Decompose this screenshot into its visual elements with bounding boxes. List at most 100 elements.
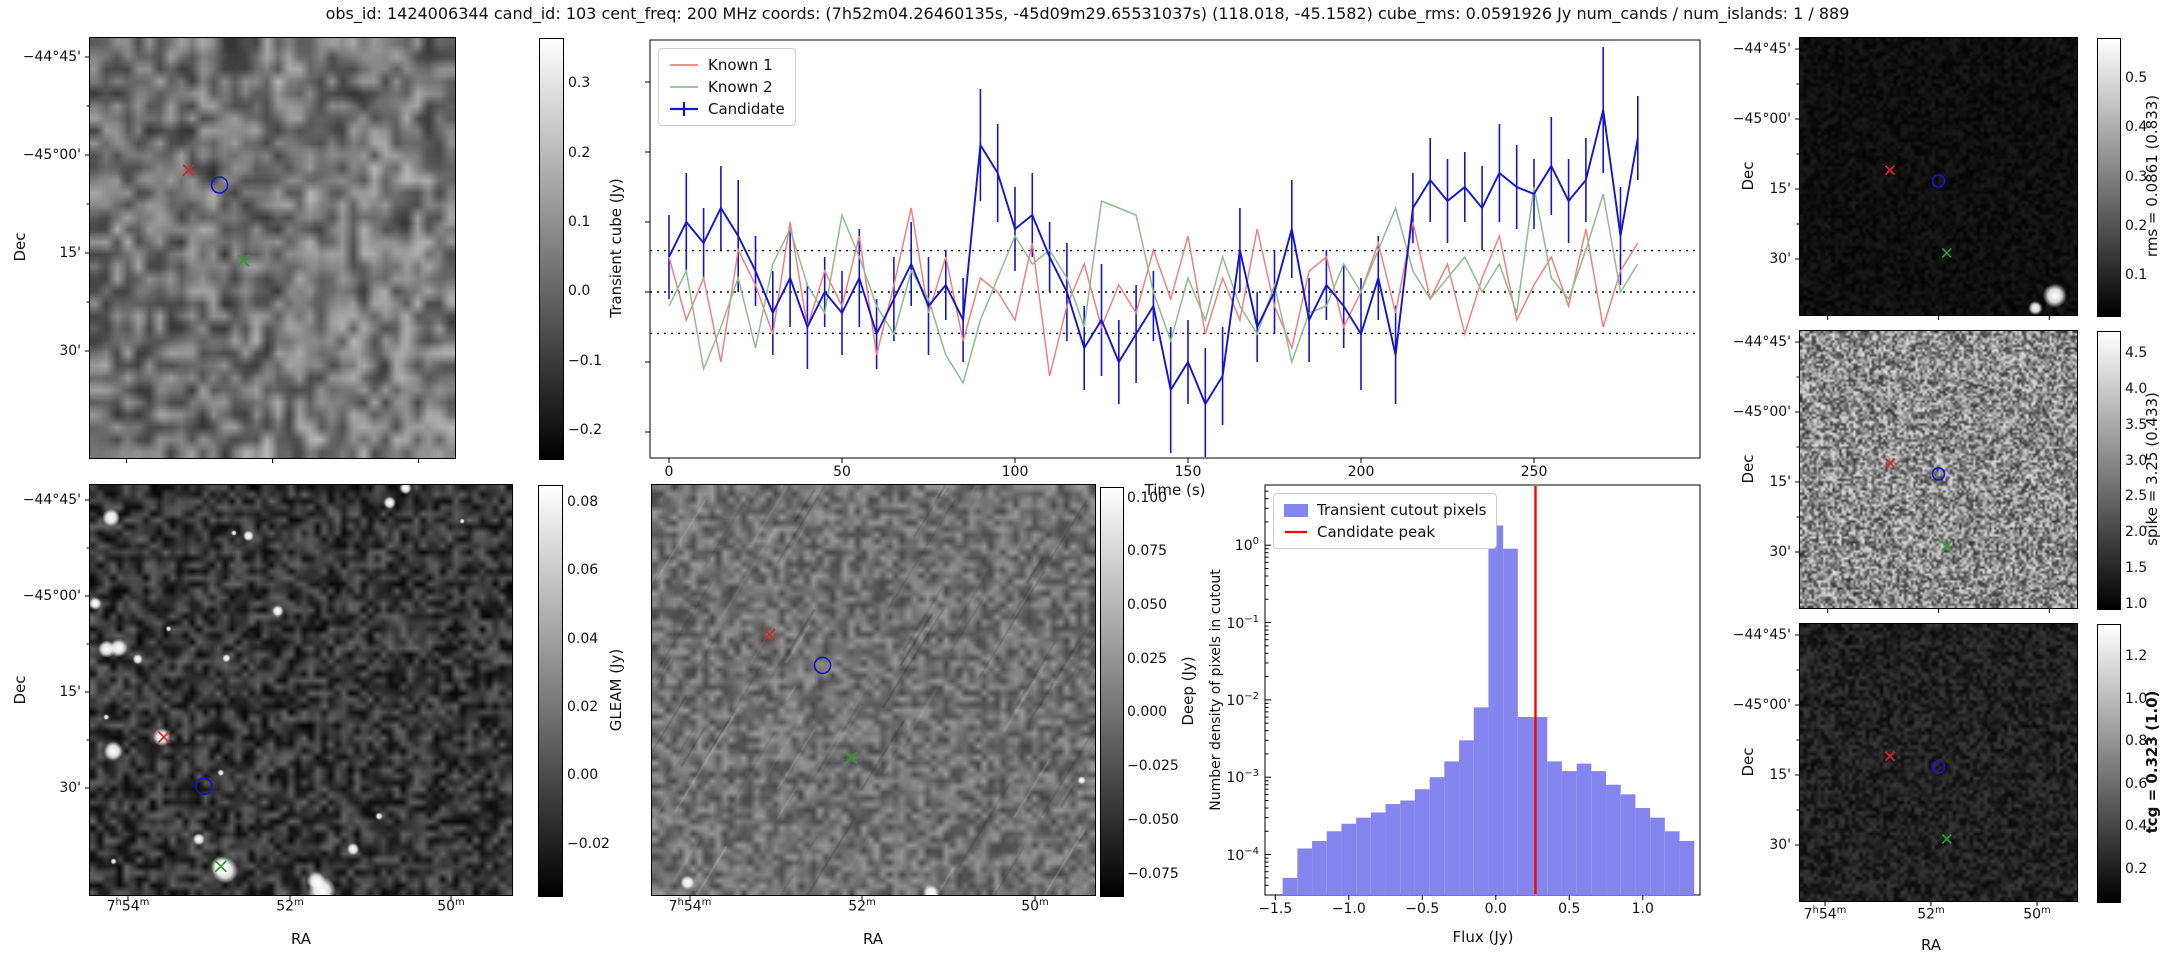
- dec-tick-label: 15': [59, 245, 81, 261]
- histogram-y-tick: 10−2: [1226, 691, 1259, 709]
- histogram-x-tick: 1.0: [1631, 901, 1654, 917]
- lightcurve-x-tick: 0: [664, 464, 674, 480]
- tcg-colorbar-tick: 0.4: [2125, 818, 2148, 835]
- spike-colorbar-tick: 1.0: [2125, 596, 2148, 613]
- rms-colorbar-tick: 0.2: [2125, 217, 2148, 234]
- spike-colorbar-label: spike = 3.25 (0.433): [2143, 392, 2161, 546]
- deep-colorbar-tick: −0.025: [1127, 758, 1179, 775]
- legend-label: Candidate: [708, 100, 785, 118]
- gleam-colorbar: [538, 485, 563, 897]
- transient-colorbar-tick: −0.1: [568, 352, 602, 369]
- dec-tick-label: 30': [1769, 251, 1791, 267]
- ra-axis-label-gleam: RA: [290, 930, 312, 948]
- dec-tick-label: 15': [1769, 474, 1791, 490]
- gleam-colorbar-tick: 0.04: [567, 630, 599, 647]
- spike-cutout-image: [1799, 330, 2078, 609]
- transient-colorbar-tick: 0.2: [568, 144, 591, 161]
- ra-tick-label: 52m: [848, 897, 876, 915]
- lightcurve-x-tick: 150: [1174, 464, 1202, 480]
- lightcurve-x-tick: 250: [1520, 464, 1548, 480]
- transient-colorbar: [539, 38, 564, 460]
- ra-axis-label-tcg: RA: [1920, 936, 1942, 954]
- legend-entry: Known 2: [669, 76, 785, 98]
- rms-colorbar: [2097, 38, 2121, 317]
- histogram-x-tick: −1.0: [1331, 901, 1366, 917]
- dec-tick-label: 30': [59, 343, 81, 359]
- legend-label: Transient cutout pixels: [1317, 501, 1487, 519]
- figure-title: obs_id: 1424006344 cand_id: 103 cent_fre…: [325, 4, 1850, 23]
- histogram-legend: Transient cutout pixels Candidate peak: [1273, 493, 1498, 549]
- histogram-y-tick: 10−3: [1226, 768, 1259, 787]
- dec-tick-label: −44°45': [1732, 41, 1791, 57]
- spike-colorbar-tick: 3.5: [2125, 416, 2148, 433]
- lightcurve-x-tick: 200: [1347, 464, 1375, 480]
- dec-tick-label: 15': [59, 684, 81, 700]
- spike-colorbar: [2097, 331, 2121, 610]
- deep-colorbar-tick: 0.050: [1127, 597, 1168, 614]
- histogram-x-tick: −1.5: [1258, 901, 1293, 917]
- gleam-colorbar-label: GLEAM (Jy): [607, 648, 625, 732]
- ra-axis-label-deep: RA: [862, 930, 884, 948]
- dec-tick-label: −45°00': [1732, 404, 1791, 420]
- spike-cutout-overlay: [1795, 341, 2050, 613]
- deep-colorbar-tick: 0.100: [1127, 489, 1168, 506]
- ra-tick-label: 50m: [1021, 897, 1049, 915]
- dec-axis-label-tcg: Dec: [1739, 747, 1757, 777]
- ra-tick-label: 50m: [437, 897, 465, 915]
- ra-tick-label: 7h54m: [668, 897, 712, 915]
- transient-cutout-overlay: [85, 56, 419, 463]
- histogram-x-tick: 0.5: [1558, 901, 1581, 917]
- tcg-colorbar-tick: 0.8: [2125, 733, 2148, 750]
- ra-tick-label: 7h54m: [106, 897, 150, 915]
- dec-tick-label: −45°00': [22, 147, 81, 163]
- deep-cutout-overlay: [689, 628, 1036, 900]
- rms-cutout-image: [1799, 37, 2078, 316]
- deep-colorbar-tick: −0.050: [1127, 811, 1179, 828]
- dec-tick-label: −45°00': [1732, 111, 1791, 127]
- spike-colorbar-tick: 2.5: [2125, 488, 2148, 505]
- deep-colorbar-tick: 0.075: [1127, 543, 1168, 560]
- gleam-colorbar-tick: 0.08: [567, 494, 599, 511]
- dec-tick-label: −45°00': [1732, 697, 1791, 713]
- histogram-y-tick: 10−4: [1226, 845, 1259, 864]
- legend-entry: Transient cutout pixels: [1284, 499, 1486, 521]
- tcg-colorbar-tick: 0.6: [2125, 775, 2148, 792]
- gleam-cutout-image: [89, 484, 513, 896]
- legend-label: Known 2: [708, 78, 773, 96]
- tcg-colorbar-label: tcg = 0.323 (1.0): [2143, 690, 2161, 834]
- dec-axis-label-transient: Dec: [11, 232, 29, 262]
- histogram-xlabel: Flux (Jy): [1452, 928, 1514, 946]
- dec-tick-label: −44°45': [1732, 334, 1791, 350]
- gleam-colorbar-tick: 0.02: [567, 699, 599, 716]
- spike-colorbar-tick: 1.5: [2125, 560, 2148, 577]
- rms-colorbar-tick: 0.4: [2125, 119, 2148, 136]
- lightcurve-legend: Known 1 Known 2 Candidate: [658, 48, 796, 126]
- dec-axis-label-rms: Dec: [1739, 161, 1757, 191]
- gleam-colorbar-tick: −0.02: [567, 835, 610, 852]
- histogram-ylabel: Number density of pixels in cutout: [1208, 569, 1224, 811]
- legend-entry: Candidate: [669, 98, 785, 120]
- lightcurve-x-tick: 100: [1001, 464, 1029, 480]
- deep-colorbar-label: Deep (Jy): [1179, 656, 1197, 726]
- spike-colorbar-tick: 3.0: [2125, 452, 2148, 469]
- dec-tick-label: 30': [1769, 544, 1791, 560]
- transient-colorbar-label: Transient cube (Jy): [607, 178, 625, 318]
- dec-axis-label-spike: Dec: [1739, 454, 1757, 484]
- tcg-colorbar: [2097, 624, 2121, 903]
- lightcurve-x-tick: 50: [833, 464, 851, 480]
- tcg-colorbar-tick: 1.2: [2125, 647, 2148, 664]
- legend-label: Known 1: [708, 56, 773, 74]
- legend-label: Candidate peak: [1317, 523, 1436, 541]
- lightcurve-plot: [645, 39, 1701, 463]
- rms-colorbar-tick: 0.3: [2125, 168, 2148, 185]
- tcg-cutout-overlay: [1795, 634, 2038, 906]
- dec-tick-label: −45°00': [22, 588, 81, 604]
- histogram-x-tick: 0.0: [1484, 901, 1507, 917]
- rms-colorbar-tick: 0.1: [2125, 267, 2148, 284]
- legend-entry: Candidate peak: [1284, 521, 1486, 543]
- gleam-colorbar-tick: 0.00: [567, 767, 599, 784]
- dec-tick-label: 15': [1769, 181, 1791, 197]
- ra-tick-label: 52m: [1917, 905, 1945, 923]
- transient-colorbar-tick: 0.0: [568, 283, 591, 300]
